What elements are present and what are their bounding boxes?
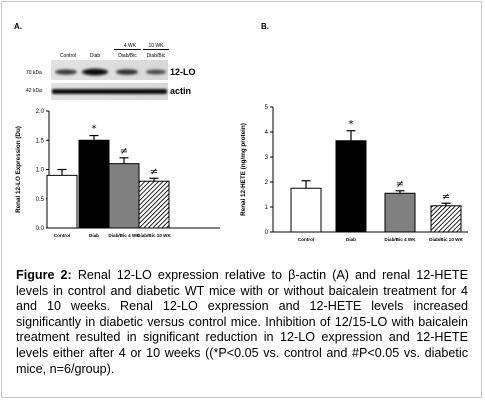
bar-1 bbox=[46, 174, 78, 229]
significance-marker: ≠ bbox=[150, 166, 158, 177]
y-tick-label: 5 bbox=[265, 105, 269, 111]
significance-marker: ≠ bbox=[120, 146, 128, 157]
y-tick-label: 1.5 bbox=[36, 138, 45, 144]
blot-band-12lo-control bbox=[55, 69, 77, 75]
blot-header-line-10wk bbox=[143, 49, 169, 50]
blot-group-header-4wk: 4 WK bbox=[123, 43, 137, 49]
y-axis-label: Renal 12-HETE (ng/mg protein) bbox=[240, 123, 247, 216]
panel-b-letter: B. bbox=[261, 22, 269, 31]
significance-marker: * bbox=[349, 119, 354, 130]
caption-label: Figure 2: bbox=[16, 268, 72, 282]
x-tick-label: Diab/Bic 10 WK bbox=[429, 237, 463, 242]
blot-lane-label-control: Control bbox=[59, 53, 77, 59]
blot-kda-actin: 42 kDa bbox=[26, 88, 42, 94]
x-tick-label: Control bbox=[298, 237, 314, 242]
y-tick-label: 1.0 bbox=[36, 168, 45, 174]
y-tick-label: 3 bbox=[265, 155, 269, 161]
x-tick-label: Control bbox=[54, 233, 70, 238]
blot-band-12lo-diabbic10 bbox=[146, 69, 166, 75]
blot-strip-12lo bbox=[51, 60, 168, 80]
caption-text: Renal 12-LO expression relative to β-act… bbox=[16, 268, 468, 376]
blot-band-12lo-diabbic4 bbox=[116, 69, 138, 75]
blot-band-actin bbox=[52, 89, 167, 94]
x-tick-label: Diab/Bic 4 WK bbox=[108, 233, 140, 238]
figure-caption: Figure 2: Renal 12-LO expression relativ… bbox=[16, 268, 468, 377]
bar-4 bbox=[430, 205, 462, 233]
blot-lane-label-diabbic-10wk: Diab/Bic bbox=[146, 53, 166, 59]
blot-group-header-10wk: 10 WK bbox=[148, 43, 164, 49]
significance-marker: * bbox=[92, 124, 97, 135]
y-tick-label: 2.0 bbox=[36, 109, 45, 115]
x-tick-label: Diab/Bic 10 WK bbox=[137, 233, 171, 238]
bar-2 bbox=[335, 140, 367, 233]
y-axis-label: Renal 12-LO Expression (Du) bbox=[15, 126, 22, 213]
blot-header-line-4wk bbox=[114, 49, 141, 50]
y-tick-label: 0 bbox=[265, 230, 269, 236]
blot-lane-label-diab: Diab bbox=[89, 53, 101, 59]
bar-1 bbox=[290, 187, 322, 233]
blot-image bbox=[51, 60, 168, 100]
blot-protein-actin: actin bbox=[170, 86, 192, 96]
panel-a-letter: A. bbox=[14, 22, 22, 31]
bar-3 bbox=[384, 192, 416, 233]
y-tick-label: 0.5 bbox=[36, 197, 45, 203]
y-tick-label: 1 bbox=[265, 205, 269, 211]
y-tick-label: 2 bbox=[265, 180, 269, 186]
blot-lane-label-diabbic-4wk: Diab/Bic bbox=[118, 53, 137, 59]
blot-protein-12lo: 12-LO bbox=[170, 67, 196, 77]
chart-12lo-expression: 0.0 0.5 1.0 1.5 2.0 Renal 12-LO Expression (D… bbox=[15, 109, 220, 238]
x-tick-label: Diab bbox=[346, 237, 356, 242]
chart-12hete-levels: 0 1 2 3 4 5 Renal 12-HETE (ng/mg protein) Contr… bbox=[240, 105, 468, 242]
bar-4 bbox=[138, 180, 170, 229]
blot-kda-12lo: 70 kDa bbox=[26, 70, 42, 76]
blot-band-12lo-diab bbox=[82, 68, 108, 76]
x-tick-label: Diab bbox=[89, 233, 99, 238]
y-tick-label: 0.0 bbox=[36, 226, 45, 232]
x-tick-label: Diab/Bic 4 WK bbox=[384, 237, 416, 242]
significance-marker: ≠ bbox=[442, 191, 450, 202]
y-tick-label: 4 bbox=[265, 130, 269, 136]
significance-marker: ≠ bbox=[396, 179, 404, 190]
